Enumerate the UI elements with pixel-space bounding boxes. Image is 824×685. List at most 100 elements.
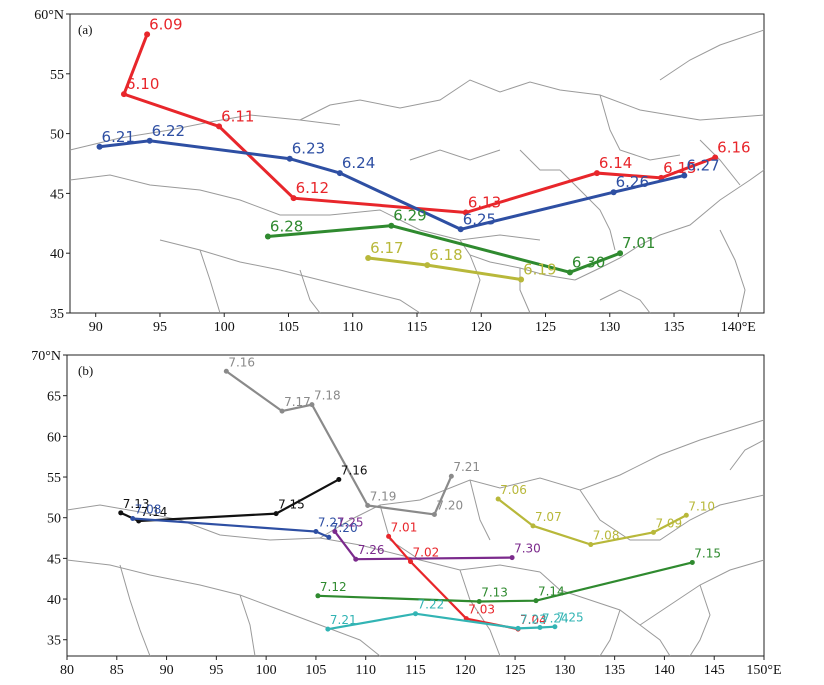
track-olive-label: 7.06: [500, 483, 527, 497]
panel-b-label: (b): [78, 363, 93, 378]
track-gray-line: [225, 370, 453, 516]
y-tick-label: 35: [50, 307, 64, 322]
track-blue-point: [610, 189, 617, 196]
track-black-point: [336, 476, 342, 482]
track-olive-point: [424, 262, 431, 269]
track-black-label: 7.13: [123, 497, 150, 511]
track-black-point: [273, 511, 279, 517]
x-tick-label: 110: [355, 663, 375, 678]
track-olive-point: [588, 542, 594, 548]
track-black-label: 7.15: [278, 498, 305, 512]
track-red-line: [122, 33, 716, 215]
x-tick-label: 150°E: [746, 663, 781, 678]
x-tick-label: 125: [505, 663, 526, 678]
y-tick-label: 70°N: [31, 349, 61, 364]
track-olive-label: 7.08: [593, 529, 620, 543]
track-red-label: 6.13: [468, 194, 501, 212]
track-black-label: 7.16: [341, 463, 368, 477]
track-gray-point: [431, 511, 437, 517]
x-tick-label: 100: [256, 663, 277, 678]
track-black-label: 7.14: [141, 505, 168, 519]
track-red-label: 7.01: [391, 520, 418, 534]
track-cyan-point: [552, 624, 558, 630]
track-green-point: [533, 598, 539, 604]
track-cyan-point: [325, 626, 331, 632]
track-cyan-point: [413, 611, 418, 617]
track-blue-point: [457, 226, 464, 233]
track-red-point: [290, 195, 297, 202]
track-gray-label: 7.20: [436, 498, 463, 512]
y-tick-label: 60°N: [34, 8, 64, 23]
track-gray-label: 7.17: [284, 395, 311, 409]
track-blue-point: [130, 516, 136, 522]
track-purple-point: [332, 529, 338, 535]
track-blue-point: [681, 172, 688, 179]
track-purple-point: [353, 556, 359, 562]
track-olive-point: [530, 523, 536, 529]
x-tick-label: 140: [654, 663, 675, 678]
y-tick-label: 55: [47, 471, 61, 486]
track-blue-label: 6.25: [463, 210, 496, 228]
x-tick-label: 135: [664, 320, 685, 335]
track-olive-label: 6.18: [429, 246, 462, 264]
track-blue-label: 7.20: [331, 521, 358, 535]
track-blue-label: 7.21: [318, 516, 345, 530]
x-tick-label: 80: [60, 663, 74, 678]
track-gray-label: 7.21: [453, 460, 480, 474]
track-green-label: 7.13: [481, 585, 508, 599]
x-tick-label: 105: [278, 320, 299, 335]
track-blue-point: [313, 529, 319, 535]
track-gray-point: [279, 408, 285, 414]
track-red-label: 6.14: [599, 154, 632, 172]
y-tick-label: 55: [50, 68, 64, 83]
track-green-line: [317, 561, 693, 603]
track-blue-point: [286, 155, 293, 162]
track-blue-point: [326, 534, 332, 540]
track-red-label: 6.10: [126, 75, 159, 93]
x-tick-label: 90: [160, 663, 174, 678]
track-red-point: [120, 91, 127, 98]
x-tick-label: 90: [89, 320, 103, 335]
x-tick-label: 120: [471, 320, 492, 335]
track-purple-label: 7.25: [337, 516, 364, 530]
track-cyan-label: 7.25: [557, 611, 584, 625]
track-black-line: [120, 478, 340, 523]
x-tick-label: 110: [342, 320, 362, 335]
track-purple-label: 7.26: [358, 543, 385, 557]
track-cyan-point: [537, 625, 543, 631]
track-purple-point: [509, 555, 515, 561]
track-green-point: [617, 250, 624, 257]
track-red-label: 6.15: [663, 159, 696, 177]
track-olive-point: [683, 512, 689, 518]
x-tick-label: 130: [599, 320, 620, 335]
track-red-point: [462, 209, 469, 216]
track-gray-label: 7.19: [370, 490, 397, 504]
y-tick-label: 45: [47, 552, 61, 567]
track-blue-label: 6.26: [616, 173, 649, 191]
track-cyan-point: [515, 625, 521, 631]
track-red-point: [386, 533, 392, 539]
y-tick-label: 45: [50, 187, 64, 202]
track-olive-point: [650, 529, 656, 535]
track-gray-point: [365, 503, 371, 508]
x-tick-label: 135: [604, 663, 625, 678]
x-tick-label: 120: [455, 663, 476, 678]
x-tick-label: 95: [209, 663, 223, 678]
track-green-label: 6.29: [393, 207, 426, 225]
y-tick-label: 40: [50, 247, 64, 262]
track-cyan-label: 7.24: [542, 612, 569, 626]
track-red-label: 6.16: [717, 139, 750, 157]
x-tick-label: 105: [305, 663, 326, 678]
track-blue-point: [96, 143, 103, 150]
y-tick-label: 50: [47, 512, 61, 527]
track-green-point: [264, 233, 271, 240]
track-blue-label: 6.27: [686, 156, 719, 174]
track-gray-point: [309, 402, 315, 408]
track-red-point: [408, 559, 414, 565]
track-blue-label: 6.24: [342, 154, 375, 172]
track-red-label: 7.02: [413, 546, 440, 560]
track-red-label: 6.09: [149, 15, 182, 33]
track-blue-label: 7.08: [135, 503, 162, 517]
track-green-label: 7.15: [694, 546, 721, 560]
